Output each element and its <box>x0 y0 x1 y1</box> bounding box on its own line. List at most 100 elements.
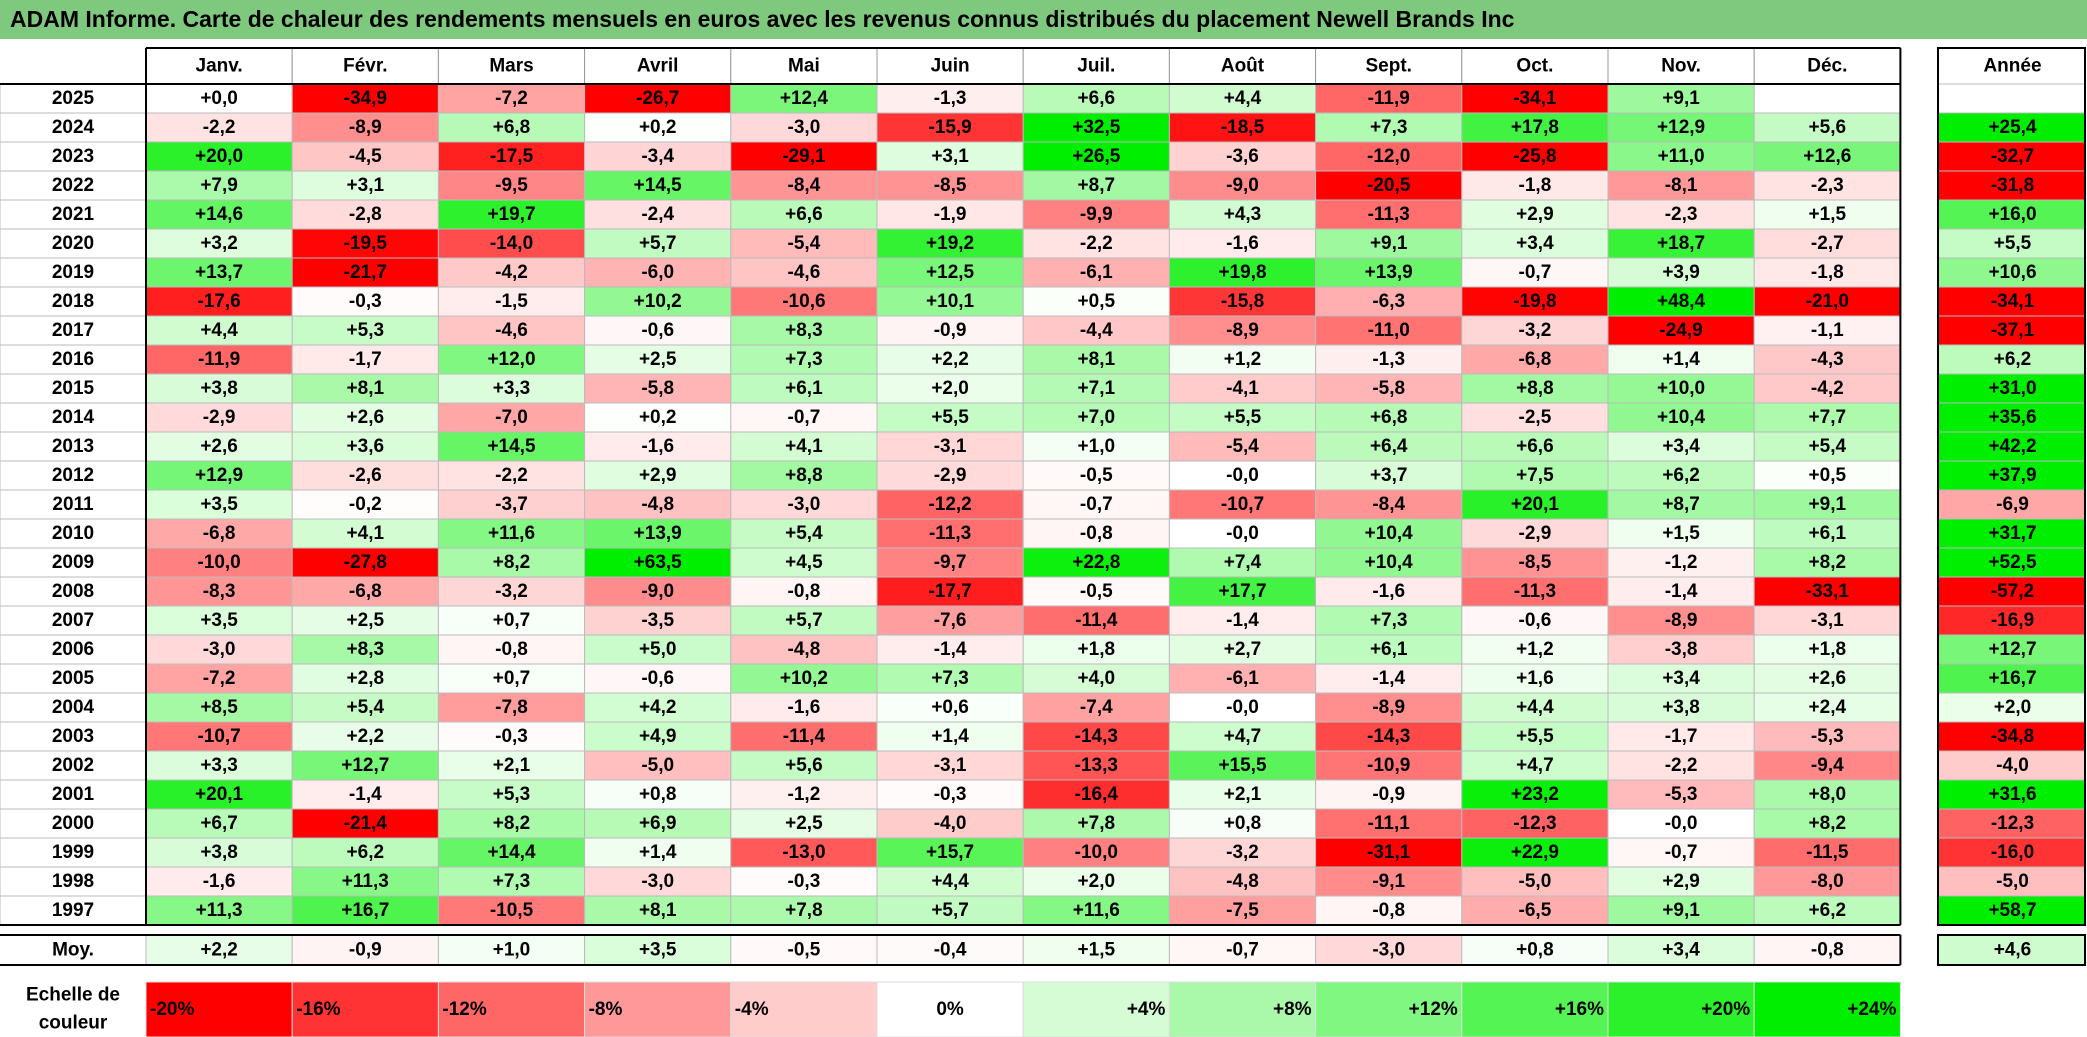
heatmap-cell-value: +2,2 <box>347 726 385 747</box>
annual-cell-value: -31,8 <box>1991 175 2034 196</box>
heatmap-cell-value: +7,3 <box>493 871 531 892</box>
heatmap-cell-value: -25,8 <box>1513 146 1556 167</box>
heatmap-cell-value: -1,7 <box>349 349 382 370</box>
heatmap-cell <box>291 112 439 143</box>
heatmap-cell <box>1022 750 1170 781</box>
heatmap-cell <box>1753 257 1901 288</box>
heatmap-cell-value: -3,7 <box>495 494 528 515</box>
heatmap-cell-value: -9,5 <box>495 175 528 196</box>
year-label-cell <box>0 605 147 636</box>
heatmap-cell-value: +9,1 <box>1662 88 1700 109</box>
heatmap-cell-value: +8,1 <box>1078 349 1116 370</box>
annual-cell-value: +10,6 <box>1988 262 2036 283</box>
heatmap-cell-value: +6,8 <box>1370 407 1408 428</box>
heatmap-cell <box>1168 170 1317 201</box>
heatmap-cell-value: +7,5 <box>1516 465 1554 486</box>
heatmap-cell-value: +0,5 <box>1809 465 1847 486</box>
heatmap-cell <box>291 489 439 520</box>
heatmap-cell-value: +10,2 <box>780 668 828 689</box>
heatmap-cell-value: -7,6 <box>934 610 967 631</box>
heatmap-cell-value: +14,4 <box>487 842 536 863</box>
heatmap-cell-value: +1,8 <box>1809 639 1847 660</box>
heatmap-cell-value: +0,8 <box>639 784 677 805</box>
heatmap-cell <box>876 460 1024 491</box>
heatmap-cell <box>730 547 878 578</box>
heatmap-cell <box>730 257 878 288</box>
heatmap-cell <box>1315 460 1463 491</box>
heatmap-cell-value: -3,1 <box>934 755 967 776</box>
heatmap-cell <box>1315 576 1463 607</box>
average-cell <box>437 934 586 966</box>
average-cell-value: -0,4 <box>934 940 967 961</box>
heatmap-cell <box>1753 866 1901 897</box>
average-cell <box>584 934 732 966</box>
heatmap-cell-value: +2,4 <box>1809 697 1847 718</box>
heatmap-cell-value: +0,6 <box>931 697 969 718</box>
year-label: 2008 <box>52 581 94 602</box>
heatmap-cell-value: +1,4 <box>639 842 677 863</box>
heatmap-cell-value: +3,1 <box>347 175 385 196</box>
heatmap-cell-value: +7,1 <box>1078 378 1116 399</box>
heatmap-cell <box>730 837 878 868</box>
heatmap-cell-value: -2,2 <box>495 465 528 486</box>
annual-cell <box>1937 431 2086 462</box>
heatmap-cell <box>1022 518 1170 549</box>
heatmap-cell <box>437 518 586 549</box>
heatmap-cell <box>1753 634 1901 665</box>
heatmap-cell-value: -2,4 <box>641 204 674 225</box>
heatmap-cell <box>1022 170 1170 201</box>
heatmap-cell-value: +7,9 <box>200 175 238 196</box>
heatmap-cell-value: -11,0 <box>1368 320 1410 341</box>
average-cell <box>730 934 878 966</box>
heatmap-cell <box>876 634 1024 665</box>
scale-swatch <box>876 981 1024 1037</box>
heatmap-cell-value: +6,4 <box>1370 436 1408 457</box>
heatmap-cell-value: +6,8 <box>493 117 531 138</box>
annual-cell-value: +5,5 <box>1994 233 2032 254</box>
heatmap-cell <box>1168 315 1317 346</box>
heatmap-cell-value: -0,3 <box>934 784 967 805</box>
heatmap-cell-value: +7,7 <box>1809 407 1847 428</box>
heatmap-cell-value: +7,3 <box>1370 610 1408 631</box>
heatmap-cell <box>1607 547 1755 578</box>
average-cell <box>1753 934 1901 966</box>
heatmap-cell-value: +8,7 <box>1662 494 1700 515</box>
annual-cell-value: +12,7 <box>1988 639 2036 660</box>
heatmap-cell-value: -0,6 <box>641 668 674 689</box>
heatmap-cell-value: -1,2 <box>1665 552 1698 573</box>
year-label-cell <box>0 692 147 723</box>
heatmap-cell <box>730 895 878 926</box>
heatmap-cell-value: +6,1 <box>1370 639 1408 660</box>
heatmap-cell <box>1753 489 1901 520</box>
heatmap-cell <box>1022 344 1170 375</box>
heatmap-cell <box>1461 808 1609 839</box>
heatmap-cell <box>876 692 1024 723</box>
heatmap-cell <box>1168 721 1317 752</box>
heatmap-cell-value: +6,1 <box>1809 523 1847 544</box>
heatmap-cell-value: +3,7 <box>1370 465 1408 486</box>
heatmap-cell <box>1607 460 1755 491</box>
heatmap-cell-value: -12,0 <box>1367 146 1410 167</box>
heatmap-cell-value: +4,1 <box>785 436 823 457</box>
heatmap-cell <box>437 112 586 143</box>
month-header-label: Mai <box>788 56 820 77</box>
heatmap-cell <box>291 866 439 897</box>
heatmap-cell-value: +8,5 <box>200 697 238 718</box>
heatmap-cell-value: +1,2 <box>1224 349 1262 370</box>
heatmap-cell-value: -10,0 <box>1075 842 1118 863</box>
heatmap-cell-value: -3,0 <box>788 494 821 515</box>
heatmap-cell-value: -5,3 <box>1665 784 1698 805</box>
heatmap-cell-value: +19,7 <box>487 204 535 225</box>
month-header-cell <box>730 47 878 85</box>
heatmap-cell-value: -9,9 <box>1080 204 1113 225</box>
heatmap-cell-value: +4,7 <box>1224 726 1262 747</box>
heatmap-cell-value: +12,9 <box>1657 117 1705 138</box>
heatmap-cell <box>1168 837 1317 868</box>
month-header-label: Déc. <box>1807 56 1847 77</box>
heatmap-cell-value: -6,1 <box>1226 668 1259 689</box>
heatmap-cell-value: -1,4 <box>1226 610 1259 631</box>
heatmap-cell <box>437 808 586 839</box>
heatmap-cell-value: -4,5 <box>349 146 382 167</box>
heatmap-cell <box>1315 721 1463 752</box>
